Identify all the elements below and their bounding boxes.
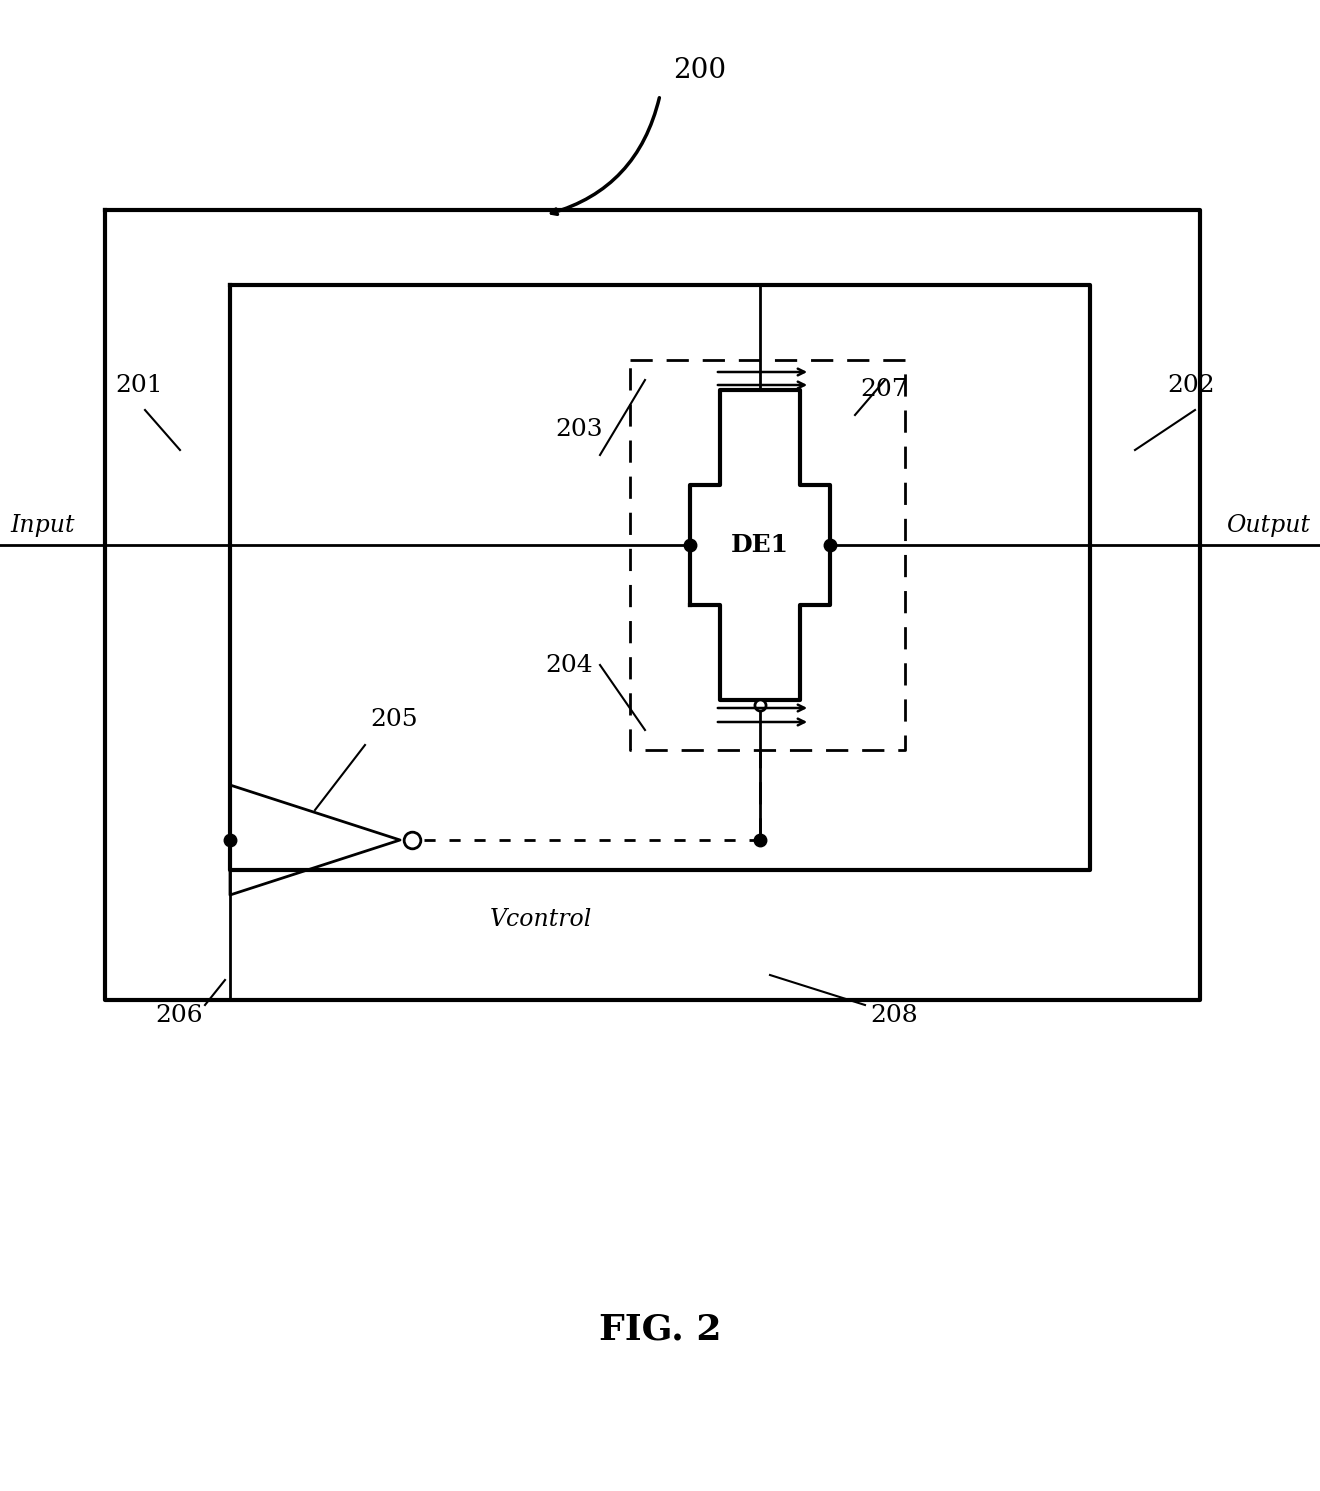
Text: Output: Output (1226, 514, 1309, 537)
Text: DE1: DE1 (731, 532, 789, 558)
Text: 201: 201 (115, 374, 162, 397)
Text: 205: 205 (370, 708, 417, 732)
Text: 200: 200 (673, 57, 726, 83)
Text: 208: 208 (870, 1003, 917, 1026)
Text: Vcontrol: Vcontrol (490, 908, 593, 932)
Text: 203: 203 (554, 419, 603, 441)
Text: 202: 202 (1167, 374, 1214, 397)
Text: FIG. 2: FIG. 2 (599, 1314, 721, 1346)
Text: 207: 207 (861, 379, 908, 401)
Text: 204: 204 (545, 653, 593, 677)
Text: Input: Input (11, 514, 74, 537)
Text: 206: 206 (154, 1003, 203, 1026)
